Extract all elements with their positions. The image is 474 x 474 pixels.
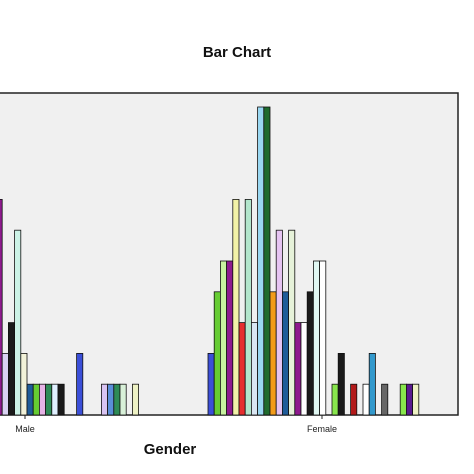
bar-male-17 — [101, 383, 109, 416]
bar-female-31 — [399, 383, 407, 416]
bar-female-11 — [275, 229, 283, 416]
bar-male-8 — [45, 383, 53, 416]
bar-female-10 — [269, 291, 277, 416]
bars-layer — [0, 106, 420, 416]
chart-title: Bar Chart — [202, 44, 272, 61]
bar-female-7 — [250, 322, 258, 416]
bar-female-9 — [263, 106, 271, 416]
bar-male-5 — [26, 383, 34, 416]
bar-male-20 — [119, 383, 127, 416]
bar-female-4 — [232, 198, 240, 416]
bar-female-18 — [319, 260, 327, 416]
bar-female-20 — [331, 383, 339, 416]
bar-male-3 — [14, 229, 22, 416]
bar-male-13 — [76, 352, 84, 416]
bar-male-7 — [39, 383, 47, 416]
bar-male-18 — [107, 383, 115, 416]
bar-male-22 — [131, 383, 139, 416]
bar-male-19 — [113, 383, 121, 416]
bar-female-23 — [350, 383, 358, 416]
bar-female-28 — [381, 383, 389, 416]
bar-female-25 — [362, 383, 370, 416]
bar-female-12 — [281, 291, 289, 416]
x-tick-label: Female — [307, 424, 337, 434]
x-axis-label: Gender — [143, 441, 197, 458]
bar-female-21 — [337, 352, 345, 416]
bar-male-1 — [1, 352, 9, 416]
bar-male-4 — [20, 352, 28, 416]
bar-female-1 — [213, 291, 221, 416]
bar-male-9 — [51, 383, 59, 416]
bar-male-6 — [32, 383, 40, 416]
bar-female-2 — [219, 260, 227, 416]
bar-female-26 — [368, 352, 376, 416]
bar-female-32 — [405, 383, 413, 416]
bar-female-14 — [294, 322, 302, 416]
bar-male-2 — [7, 322, 15, 416]
bar-male-0 — [0, 198, 3, 416]
bar-female-3 — [226, 260, 234, 416]
x-axis: Male Female — [15, 415, 337, 434]
bar-female-13 — [288, 229, 296, 416]
bar-male-10 — [57, 383, 65, 416]
bar-female-15 — [300, 322, 308, 416]
bar-female-8 — [257, 106, 265, 416]
bar-female-16 — [306, 291, 314, 416]
bar-female-0 — [207, 352, 215, 416]
bar-female-5 — [238, 322, 246, 416]
bar-female-6 — [244, 198, 252, 416]
x-tick-label: Male — [15, 424, 35, 434]
bar-female-33 — [412, 383, 420, 416]
bar-female-17 — [312, 260, 320, 416]
